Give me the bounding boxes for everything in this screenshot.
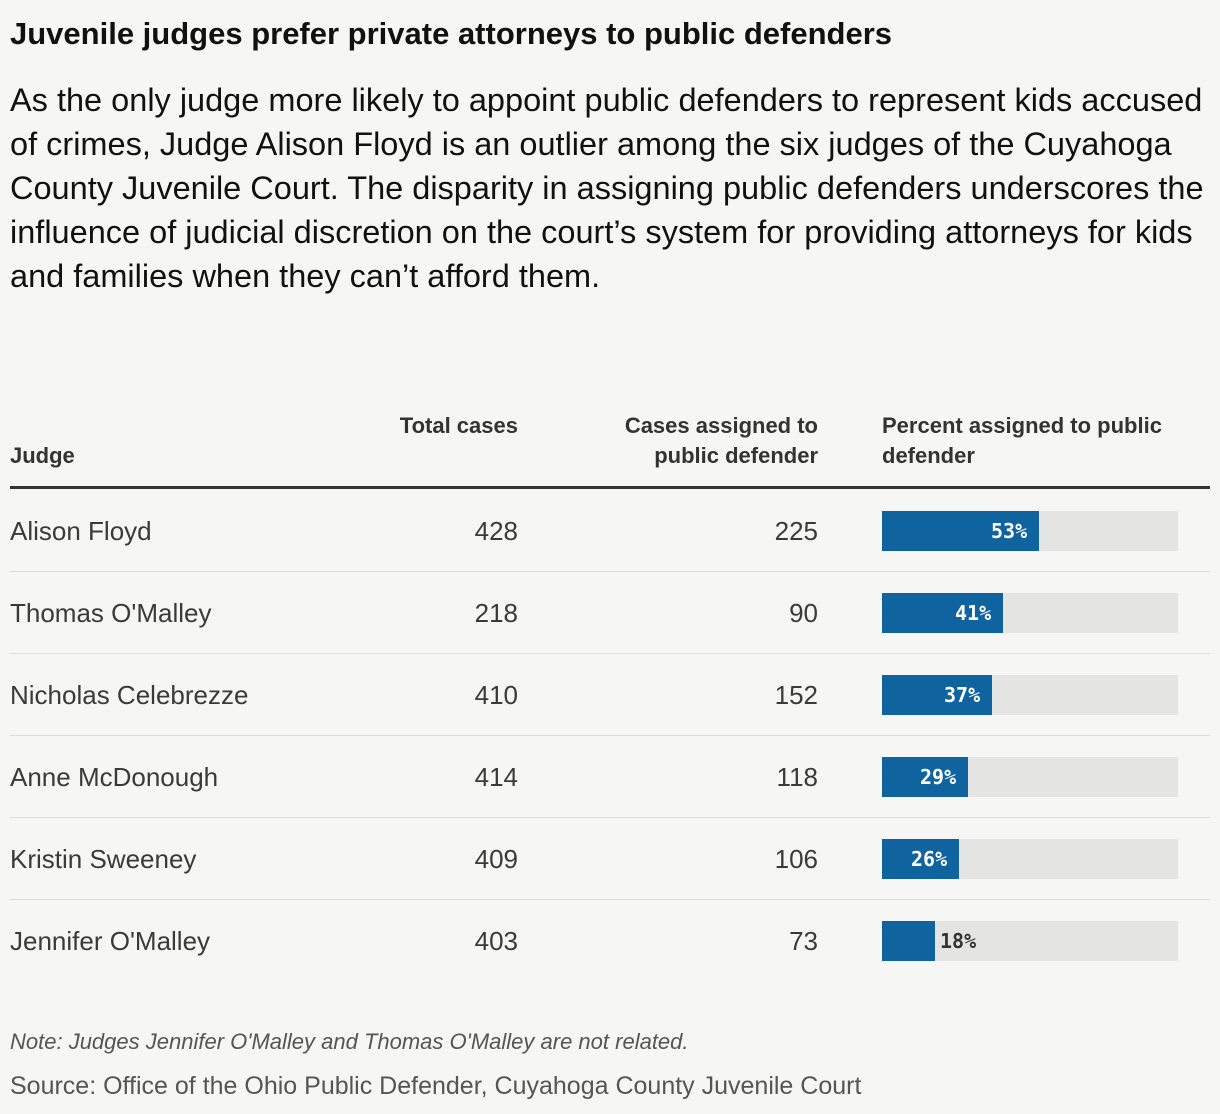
source-credit: Source: Office of the Ohio Public Defend… — [10, 1072, 862, 1100]
percent-label: 37% — [944, 683, 981, 707]
table-row: Jennifer O'Malley 403 73 18% — [0, 900, 1220, 982]
table-row: Nicholas Celebrezze 410 152 37% — [0, 654, 1220, 736]
table-row: Thomas O'Malley 218 90 41% — [0, 572, 1220, 654]
total-cases-value: 410 — [474, 680, 518, 710]
table-row: Kristin Sweeney 409 106 26% — [0, 818, 1220, 900]
percent-bar — [882, 757, 968, 797]
percent-label: 41% — [955, 601, 992, 625]
cases-assigned-value: 152 — [774, 680, 818, 710]
percent-label: 53% — [991, 519, 1028, 543]
chart-subtitle: As the only judge more likely to appoint… — [10, 82, 1204, 294]
judge-name: Jennifer O'Malley — [10, 926, 211, 956]
cases-assigned-value: 225 — [774, 516, 818, 546]
judge-name: Kristin Sweeney — [10, 844, 197, 874]
percent-label: 18% — [940, 929, 977, 953]
chart-title: Juvenile judges prefer private attorneys… — [10, 16, 893, 51]
column-header-total-cases: Total cases — [399, 413, 518, 438]
total-cases-value: 414 — [474, 762, 518, 792]
row-divider — [10, 571, 1210, 572]
cases-assigned-value: 90 — [789, 598, 818, 628]
total-cases-value: 409 — [474, 844, 518, 874]
percent-label: 29% — [920, 765, 957, 789]
percent-bar — [882, 593, 1003, 633]
total-cases-value: 218 — [474, 598, 518, 628]
row-divider — [10, 735, 1210, 736]
percent-bar-track: 29% — [882, 757, 1178, 797]
judge-name: Nicholas Celebrezze — [10, 680, 249, 710]
cases-assigned-value: 73 — [789, 926, 818, 956]
judge-name: Alison Floyd — [10, 516, 152, 546]
table-row: Anne McDonough 414 118 29% — [0, 736, 1220, 818]
percent-bar-track: 26% — [882, 839, 1178, 879]
judge-name: Thomas O'Malley — [10, 598, 212, 628]
percent-bar-track: 18% — [882, 921, 1178, 961]
percent-bar — [882, 511, 1039, 551]
total-cases-value: 428 — [474, 516, 518, 546]
table-row: Alison Floyd 428 225 53% — [0, 490, 1220, 572]
total-cases-value: 403 — [474, 926, 518, 956]
header-rule — [10, 486, 1210, 489]
percent-bar-track: 53% — [882, 511, 1178, 551]
cases-assigned-value: 118 — [776, 762, 818, 792]
judge-name: Anne McDonough — [10, 762, 219, 792]
percent-bar — [882, 839, 959, 879]
row-divider — [10, 817, 1210, 818]
column-header-judge: Judge — [10, 443, 75, 468]
row-divider — [10, 899, 1210, 900]
percent-bar-track: 41% — [882, 593, 1178, 633]
percent-bar-track: 37% — [882, 675, 1178, 715]
percent-bar — [882, 921, 935, 961]
footnote: Note: Judges Jennifer O'Malley and Thoma… — [10, 1029, 689, 1054]
column-header-percent-assigned: Percent assigned to public defender — [882, 413, 1162, 468]
percent-bar — [882, 675, 992, 715]
percent-label: 26% — [911, 847, 948, 871]
cases-assigned-value: 106 — [774, 844, 818, 874]
column-header-cases-assigned: Cases assigned to public defender — [624, 413, 818, 468]
row-divider — [10, 653, 1210, 654]
